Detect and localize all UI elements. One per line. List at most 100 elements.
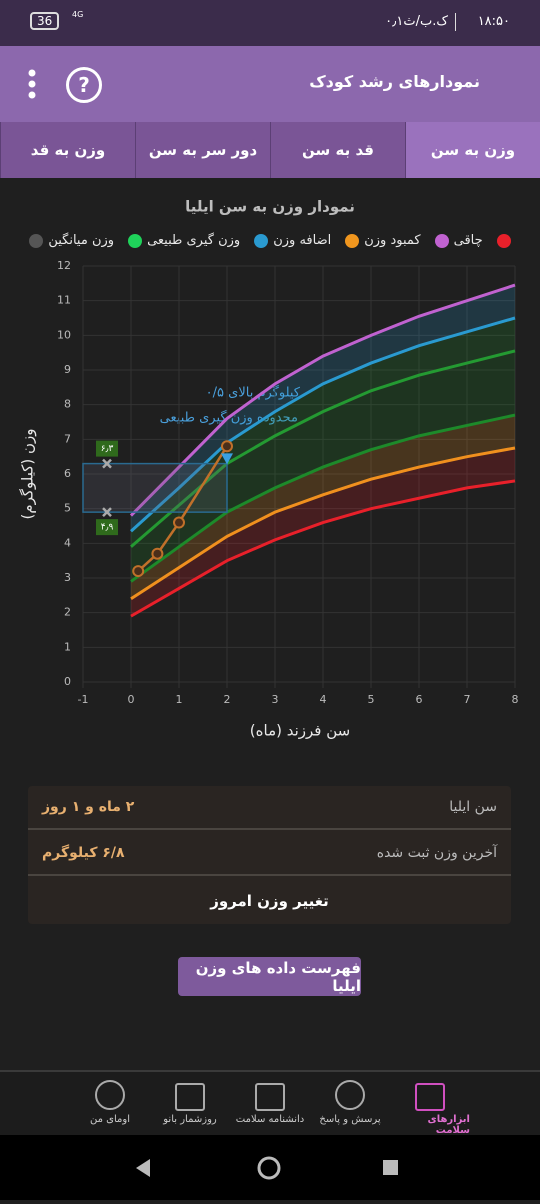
y-tick-label: 0 (64, 675, 71, 688)
system-buttons (136, 1156, 398, 1180)
app-title: نمودارهای رشد کودک (309, 72, 480, 91)
normal-range (82, 462, 228, 513)
child-line (137, 445, 229, 572)
help-button[interactable]: ? (66, 67, 102, 103)
icon-shape (95, 1080, 125, 1110)
legend-item: وزن میانگین (29, 233, 114, 248)
legend-item: وزن گیری طبیعی (128, 233, 240, 248)
net-speed: ۰٫۱ک.ب/ث (385, 14, 448, 29)
x-tick-label: 8 (512, 693, 519, 706)
tab[interactable]: وزن به قد (0, 122, 135, 178)
info-row: سن ایلیا ۲ ماه و ۱ روز (28, 786, 511, 830)
y-tick-label: 9 (64, 363, 71, 376)
x-tick-label: 2 (224, 693, 231, 706)
growth-curve (130, 479, 516, 618)
range-marker (102, 507, 112, 518)
tab[interactable]: قد به سن (270, 122, 405, 178)
icon-shape (335, 1080, 365, 1110)
recents-button[interactable] (383, 1160, 398, 1175)
x-tick-label: 4 (320, 693, 327, 706)
nav-label: دانشنامه سلامت (235, 1114, 305, 1125)
legend-label: کمبود وزن (364, 233, 421, 248)
icon-shape (415, 1083, 445, 1111)
x-tick-label: 1 (176, 693, 183, 706)
legend-item: اضافه وزن (254, 233, 331, 248)
nav-item[interactable]: اومای من (70, 1072, 150, 1137)
nav-item[interactable]: ابزارهای سلامت (390, 1072, 470, 1137)
change-weight-button[interactable]: تغییر وزن امروز (210, 892, 329, 910)
nav-label: اومای من (90, 1114, 130, 1125)
band (131, 285, 515, 532)
y-tick-label: 1 (64, 640, 71, 653)
icon-shape (175, 1083, 205, 1111)
legend-dot (254, 233, 269, 248)
nav-icon (335, 1080, 365, 1110)
y-tick-label: 6 (64, 467, 71, 480)
menu-button[interactable] (26, 68, 38, 102)
range-label-box (96, 519, 118, 536)
battery: 36 (30, 12, 60, 30)
legend-label: اضافه وزن (273, 233, 332, 248)
nav-item[interactable]: پرسش و پاسخ (310, 1072, 390, 1137)
back-button[interactable] (136, 1159, 150, 1177)
nav-icon (95, 1080, 125, 1110)
separator (455, 13, 456, 31)
info-label: آخرین وزن ثبت شده (376, 845, 497, 861)
band (131, 415, 515, 599)
range-label-box (96, 440, 118, 457)
legend-dot (345, 233, 360, 248)
legend-label: وزن گیری طبیعی (147, 233, 241, 248)
network: 4G (72, 10, 84, 19)
icon-shape (255, 1083, 285, 1111)
band (131, 448, 515, 617)
system-nav (0, 1135, 540, 1200)
nav-item[interactable]: دانشنامه سلامت (230, 1072, 310, 1137)
tab-bar: وزن به سن قد به سن دور سر به سن وزن به قد (0, 122, 540, 178)
y-tick-label: 3 (64, 571, 71, 584)
y-tick-label: 4 (64, 536, 71, 549)
y-tick-label: 7 (64, 432, 71, 445)
info-label: سن ایلیا (449, 799, 497, 815)
list-button[interactable]: فهرست داده های وزن ایلیا (178, 957, 361, 996)
y-axis-label: وزن (کیلوگرم) (19, 428, 37, 519)
child-point (173, 516, 185, 529)
x-axis-label: سن فرزند (ماه) (250, 722, 350, 740)
chart: نمودار وزن به سن ایلیا سن فرزند (ماه) وز… (19, 198, 519, 740)
y-tick-label: 10 (57, 328, 71, 341)
legend-dot (29, 233, 44, 248)
x-tick-label: 7 (464, 693, 471, 706)
nav-icon (255, 1083, 285, 1111)
info-row: آخرین وزن ثبت شده ۶/۸ کیلوگرم (28, 832, 511, 876)
tab[interactable]: دور سر به سن (135, 122, 270, 178)
status-bar: ۱۸:۵۰ ۰٫۱ک.ب/ث 36 4G (0, 0, 540, 46)
y-tick-label: 2 (64, 606, 71, 619)
y-tick-label: 12 (57, 259, 71, 272)
range-label: ۶٫۳ (101, 444, 114, 454)
nav-label: روزشمار بانو (163, 1114, 217, 1125)
legend-dot (128, 233, 143, 248)
app-bar: نمودارهای رشد کودک ? (0, 46, 540, 122)
growth-curve (130, 413, 516, 583)
legend-label: چاقی (453, 233, 483, 248)
tab[interactable]: وزن به سن (405, 122, 540, 178)
clock: ۱۸:۵۰ (477, 14, 510, 29)
home-button[interactable] (257, 1156, 281, 1180)
nav-item[interactable]: روزشمار بانو (150, 1072, 230, 1137)
legend: چاقی کمبود وزن اضافه وزن وزن گیری طبیعی وزن … (0, 233, 540, 248)
legend-item: چاقی (434, 233, 483, 248)
y-tick-label: 5 (64, 502, 71, 515)
legend-label: وزن میانگین (48, 233, 115, 248)
growth-curve (130, 446, 516, 601)
current-marker (221, 453, 233, 465)
range-label: ۴٫۹ (101, 523, 114, 533)
x-tick-label: 5 (368, 693, 375, 706)
nav-label: ابزارهای سلامت (427, 1114, 470, 1136)
legend-dot (434, 233, 449, 248)
nav-icon (175, 1083, 205, 1111)
annotation: ۰/۵ کیلوگرم بالای (206, 385, 301, 401)
range-marker (102, 458, 112, 469)
x-tick-label: 0 (128, 693, 135, 706)
x-tick-label: 3 (272, 693, 279, 706)
